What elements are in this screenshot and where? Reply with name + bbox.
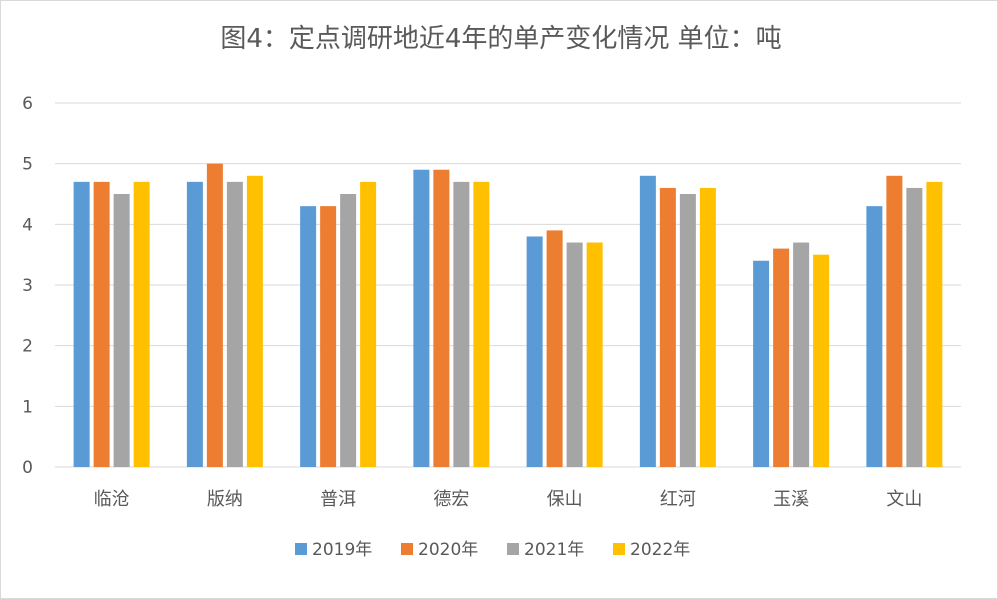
chart-title: 图4：定点调研地近4年的单产变化情况 单位：吨 — [220, 24, 781, 54]
x-tick-label: 文山 — [886, 489, 922, 510]
y-tick-label: 1 — [22, 397, 33, 417]
y-tick-label: 3 — [22, 276, 33, 296]
bar-德宏-2022年 — [473, 181, 490, 467]
bar-普洱-2022年 — [360, 181, 377, 467]
x-tick-label: 版纳 — [207, 489, 243, 510]
bar-红河-2019年 — [639, 175, 656, 468]
bar-德宏-2021年 — [453, 181, 470, 467]
legend-label: 2019年 — [312, 540, 372, 560]
x-tick-label: 临沧 — [94, 489, 130, 510]
y-tick-label: 6 — [22, 94, 33, 114]
y-tick-label: 2 — [22, 337, 33, 357]
legend-swatch — [507, 543, 519, 555]
x-tick-label: 红河 — [660, 489, 696, 510]
bar-德宏-2019年 — [413, 169, 430, 467]
bar-玉溪-2021年 — [793, 242, 810, 467]
legend: 2019年 2020年 2021年 2022年 — [295, 540, 690, 560]
bars — [73, 163, 943, 468]
bar-保山-2021年 — [566, 242, 583, 467]
bar-红河-2021年 — [679, 194, 696, 467]
bar-德宏-2020年 — [433, 169, 450, 467]
legend-swatch — [401, 543, 413, 555]
bar-临沧-2019年 — [73, 181, 90, 467]
bar-普洱-2019年 — [300, 206, 317, 467]
chart-area: 图4：定点调研地近4年的单产变化情况 单位：吨 0 1 2 3 4 5 6 临沧 版纳 普洱 德宏… — [9, 5, 993, 595]
bar-文山-2022年 — [926, 181, 943, 467]
bar-保山-2022年 — [586, 242, 603, 467]
bar-临沧-2021年 — [113, 194, 130, 467]
bar-文山-2020年 — [886, 175, 903, 468]
legend-label: 2020年 — [418, 540, 478, 560]
legend-swatch — [613, 543, 625, 555]
x-tick-label: 德宏 — [433, 489, 469, 510]
bar-版纳-2019年 — [186, 181, 203, 467]
bar-红河-2022年 — [699, 187, 716, 467]
y-axis-ticks: 0 1 2 3 4 5 6 — [22, 94, 33, 478]
bar-保山-2020年 — [546, 230, 563, 467]
bar-玉溪-2022年 — [813, 254, 830, 467]
legend-label: 2022年 — [630, 540, 690, 560]
x-axis-ticks: 临沧 版纳 普洱 德宏 保山 红河 玉溪 文山 — [94, 489, 923, 510]
x-tick-label: 保山 — [547, 489, 583, 510]
bar-文山-2021年 — [906, 187, 923, 467]
bar-版纳-2022年 — [246, 175, 263, 468]
bar-版纳-2021年 — [226, 181, 243, 467]
bar-普洱-2020年 — [320, 206, 337, 467]
y-tick-label: 0 — [22, 458, 33, 478]
bar-chart: 图4：定点调研地近4年的单产变化情况 单位：吨 0 1 2 3 4 5 6 临沧 版纳 普洱 德宏… — [22, 24, 961, 560]
bar-临沧-2022年 — [133, 181, 150, 467]
y-tick-label: 4 — [22, 215, 33, 235]
legend-swatch — [295, 543, 307, 555]
bar-文山-2019年 — [866, 206, 883, 467]
bar-版纳-2020年 — [206, 163, 223, 467]
x-tick-label: 普洱 — [320, 489, 356, 510]
bar-普洱-2021年 — [340, 194, 357, 467]
bar-保山-2019年 — [526, 236, 543, 467]
x-tick-label: 玉溪 — [773, 489, 809, 510]
legend-label: 2021年 — [524, 540, 584, 560]
gridlines — [55, 102, 961, 468]
bar-玉溪-2019年 — [753, 260, 770, 467]
bar-临沧-2020年 — [93, 181, 110, 467]
y-tick-label: 5 — [22, 155, 33, 175]
bar-红河-2020年 — [659, 187, 676, 467]
bar-玉溪-2020年 — [773, 248, 790, 467]
